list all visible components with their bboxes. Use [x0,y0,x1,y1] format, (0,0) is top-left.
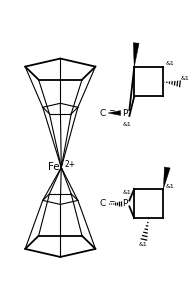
Polygon shape [163,167,170,189]
Text: 2+: 2+ [64,160,75,169]
Text: C: C [100,199,106,208]
Text: −: − [108,197,114,206]
Text: C: C [100,108,106,117]
Text: &1: &1 [165,184,174,189]
Text: &1: &1 [181,76,190,81]
Text: P: P [122,199,127,208]
Polygon shape [108,111,121,115]
Polygon shape [133,43,139,67]
Text: &1: &1 [123,122,131,127]
Text: &1: &1 [139,242,148,247]
Text: P: P [122,108,127,117]
Text: &1: &1 [165,61,174,66]
Text: Fe: Fe [48,162,59,173]
Text: &1: &1 [123,190,131,195]
Text: −: − [108,107,114,116]
